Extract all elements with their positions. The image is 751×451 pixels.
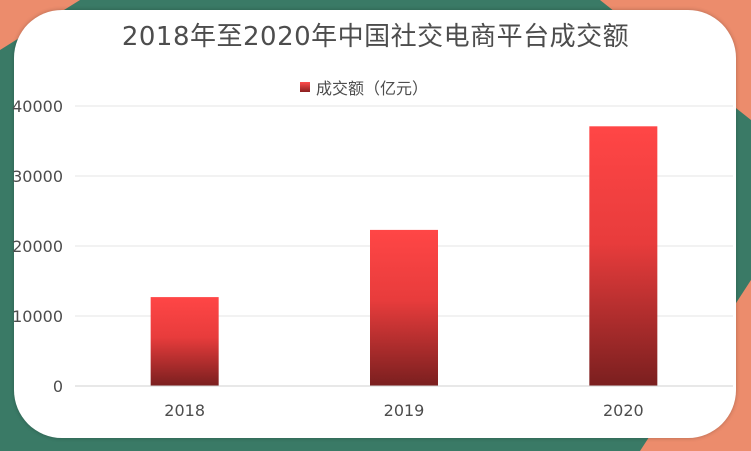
y-axis-tick-labels: 0 10000 20000 30000 40000: [12, 97, 63, 396]
x-axis-tick-labels: 2018 2019 2020: [164, 401, 643, 420]
bar: [150, 297, 219, 386]
x-tick-label: 2019: [384, 401, 425, 420]
y-tick-label: 30000: [12, 167, 63, 186]
bar: [589, 126, 658, 387]
bar: [370, 229, 438, 386]
x-tick-label: 2018: [164, 401, 205, 420]
chart-title: 2018年至2020年中国社交电商平台成交额: [121, 22, 630, 52]
y-tick-label: 0: [53, 377, 63, 396]
y-tick-label: 20000: [12, 237, 63, 256]
y-tick-label: 40000: [12, 97, 63, 116]
x-tick-label: 2020: [603, 401, 644, 420]
bars: [150, 126, 658, 387]
legend-swatch: [300, 82, 310, 92]
chart-legend: 成交额（亿元）: [300, 77, 429, 98]
legend-label: 成交额（亿元）: [316, 79, 429, 98]
y-tick-label: 10000: [12, 307, 63, 326]
